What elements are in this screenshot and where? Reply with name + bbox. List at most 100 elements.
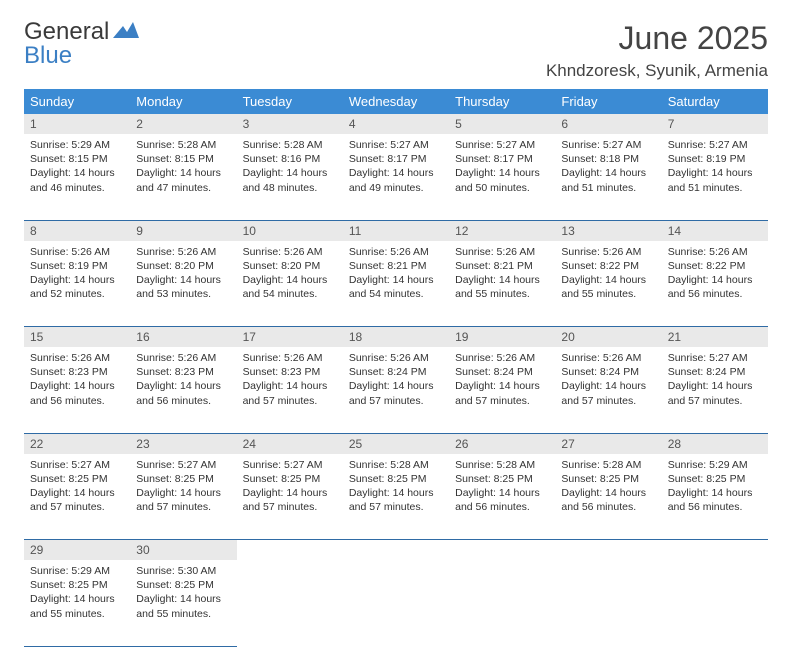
day-number-cell: 20 [555, 327, 661, 348]
day-content: Sunrise: 5:29 AMSunset: 8:15 PMDaylight:… [24, 134, 130, 201]
day-content: Sunrise: 5:27 AMSunset: 8:24 PMDaylight:… [662, 347, 768, 414]
location: Khndzoresk, Syunik, Armenia [546, 61, 768, 81]
day-number-cell: 7 [662, 114, 768, 134]
day-number-cell: 17 [237, 327, 343, 348]
day-number-cell: 9 [130, 220, 236, 241]
day-cell: Sunrise: 5:27 AMSunset: 8:17 PMDaylight:… [343, 134, 449, 220]
day-cell: Sunrise: 5:26 AMSunset: 8:21 PMDaylight:… [449, 241, 555, 327]
day-number-row: 1234567 [24, 114, 768, 134]
day-number-row: 22232425262728 [24, 433, 768, 454]
day-number-cell [343, 540, 449, 561]
day-number-row: 891011121314 [24, 220, 768, 241]
day-number-cell: 3 [237, 114, 343, 134]
logo: General Blue [24, 20, 139, 68]
day-cell: Sunrise: 5:26 AMSunset: 8:24 PMDaylight:… [555, 347, 661, 433]
day-content: Sunrise: 5:27 AMSunset: 8:17 PMDaylight:… [343, 134, 449, 201]
day-content-row: Sunrise: 5:26 AMSunset: 8:23 PMDaylight:… [24, 347, 768, 433]
day-number-cell: 25 [343, 433, 449, 454]
day-content: Sunrise: 5:26 AMSunset: 8:21 PMDaylight:… [343, 241, 449, 308]
weekday-header: Tuesday [237, 89, 343, 114]
day-cell: Sunrise: 5:26 AMSunset: 8:24 PMDaylight:… [449, 347, 555, 433]
day-content: Sunrise: 5:28 AMSunset: 8:25 PMDaylight:… [555, 454, 661, 521]
day-cell [343, 560, 449, 646]
day-number-cell: 4 [343, 114, 449, 134]
logo-text: General Blue [24, 20, 109, 68]
day-number-cell: 21 [662, 327, 768, 348]
day-cell: Sunrise: 5:29 AMSunset: 8:25 PMDaylight:… [662, 454, 768, 540]
weekday-header: Monday [130, 89, 236, 114]
day-content: Sunrise: 5:27 AMSunset: 8:19 PMDaylight:… [662, 134, 768, 201]
day-cell [662, 560, 768, 646]
day-number-row: 15161718192021 [24, 327, 768, 348]
calendar-body: 1234567Sunrise: 5:29 AMSunset: 8:15 PMDa… [24, 114, 768, 646]
day-number-cell: 14 [662, 220, 768, 241]
day-cell: Sunrise: 5:26 AMSunset: 8:23 PMDaylight:… [130, 347, 236, 433]
day-content: Sunrise: 5:26 AMSunset: 8:20 PMDaylight:… [237, 241, 343, 308]
day-cell: Sunrise: 5:27 AMSunset: 8:24 PMDaylight:… [662, 347, 768, 433]
day-cell: Sunrise: 5:27 AMSunset: 8:25 PMDaylight:… [130, 454, 236, 540]
day-content: Sunrise: 5:27 AMSunset: 8:25 PMDaylight:… [130, 454, 236, 521]
logo-mark-icon [113, 22, 139, 40]
day-number-cell: 5 [449, 114, 555, 134]
weekday-header: Wednesday [343, 89, 449, 114]
day-cell: Sunrise: 5:26 AMSunset: 8:20 PMDaylight:… [237, 241, 343, 327]
title-block: June 2025 Khndzoresk, Syunik, Armenia [546, 20, 768, 81]
day-content: Sunrise: 5:26 AMSunset: 8:24 PMDaylight:… [555, 347, 661, 414]
day-cell: Sunrise: 5:29 AMSunset: 8:15 PMDaylight:… [24, 134, 130, 220]
day-content-row: Sunrise: 5:29 AMSunset: 8:25 PMDaylight:… [24, 560, 768, 646]
day-content: Sunrise: 5:26 AMSunset: 8:22 PMDaylight:… [662, 241, 768, 308]
day-content: Sunrise: 5:27 AMSunset: 8:25 PMDaylight:… [237, 454, 343, 521]
day-content: Sunrise: 5:27 AMSunset: 8:18 PMDaylight:… [555, 134, 661, 201]
day-cell: Sunrise: 5:28 AMSunset: 8:25 PMDaylight:… [343, 454, 449, 540]
day-number-cell [555, 540, 661, 561]
day-cell: Sunrise: 5:29 AMSunset: 8:25 PMDaylight:… [24, 560, 130, 646]
day-content: Sunrise: 5:27 AMSunset: 8:25 PMDaylight:… [24, 454, 130, 521]
day-content: Sunrise: 5:29 AMSunset: 8:25 PMDaylight:… [24, 560, 130, 627]
day-number-cell: 10 [237, 220, 343, 241]
day-cell: Sunrise: 5:27 AMSunset: 8:18 PMDaylight:… [555, 134, 661, 220]
day-number-cell: 26 [449, 433, 555, 454]
day-content-row: Sunrise: 5:29 AMSunset: 8:15 PMDaylight:… [24, 134, 768, 220]
day-cell: Sunrise: 5:26 AMSunset: 8:24 PMDaylight:… [343, 347, 449, 433]
day-content: Sunrise: 5:28 AMSunset: 8:15 PMDaylight:… [130, 134, 236, 201]
day-content: Sunrise: 5:26 AMSunset: 8:24 PMDaylight:… [449, 347, 555, 414]
day-cell: Sunrise: 5:26 AMSunset: 8:23 PMDaylight:… [237, 347, 343, 433]
day-content: Sunrise: 5:26 AMSunset: 8:19 PMDaylight:… [24, 241, 130, 308]
day-number-cell: 19 [449, 327, 555, 348]
day-number-cell: 12 [449, 220, 555, 241]
day-cell: Sunrise: 5:26 AMSunset: 8:21 PMDaylight:… [343, 241, 449, 327]
day-number-cell: 18 [343, 327, 449, 348]
day-cell [449, 560, 555, 646]
day-content: Sunrise: 5:26 AMSunset: 8:20 PMDaylight:… [130, 241, 236, 308]
day-cell: Sunrise: 5:26 AMSunset: 8:23 PMDaylight:… [24, 347, 130, 433]
day-cell: Sunrise: 5:26 AMSunset: 8:22 PMDaylight:… [662, 241, 768, 327]
day-number-cell: 29 [24, 540, 130, 561]
weekday-header-row: SundayMondayTuesdayWednesdayThursdayFrid… [24, 89, 768, 114]
day-cell: Sunrise: 5:27 AMSunset: 8:17 PMDaylight:… [449, 134, 555, 220]
day-cell: Sunrise: 5:27 AMSunset: 8:25 PMDaylight:… [237, 454, 343, 540]
day-number-cell: 2 [130, 114, 236, 134]
day-content: Sunrise: 5:28 AMSunset: 8:25 PMDaylight:… [343, 454, 449, 521]
logo-word2: Blue [24, 42, 72, 69]
day-number-cell [449, 540, 555, 561]
day-number-cell: 15 [24, 327, 130, 348]
day-content: Sunrise: 5:28 AMSunset: 8:16 PMDaylight:… [237, 134, 343, 201]
day-cell: Sunrise: 5:28 AMSunset: 8:25 PMDaylight:… [449, 454, 555, 540]
weekday-header: Saturday [662, 89, 768, 114]
day-cell [237, 560, 343, 646]
day-number-cell: 28 [662, 433, 768, 454]
day-number-cell [662, 540, 768, 561]
weekday-header: Friday [555, 89, 661, 114]
day-cell: Sunrise: 5:27 AMSunset: 8:19 PMDaylight:… [662, 134, 768, 220]
day-cell: Sunrise: 5:28 AMSunset: 8:16 PMDaylight:… [237, 134, 343, 220]
day-cell: Sunrise: 5:26 AMSunset: 8:22 PMDaylight:… [555, 241, 661, 327]
month-title: June 2025 [546, 20, 768, 57]
header: General Blue June 2025 Khndzoresk, Syuni… [24, 20, 768, 81]
day-content: Sunrise: 5:30 AMSunset: 8:25 PMDaylight:… [130, 560, 236, 627]
day-content: Sunrise: 5:26 AMSunset: 8:24 PMDaylight:… [343, 347, 449, 414]
day-cell: Sunrise: 5:28 AMSunset: 8:25 PMDaylight:… [555, 454, 661, 540]
day-cell [555, 560, 661, 646]
day-content-row: Sunrise: 5:26 AMSunset: 8:19 PMDaylight:… [24, 241, 768, 327]
calendar-table: SundayMondayTuesdayWednesdayThursdayFrid… [24, 89, 768, 647]
logo-word1: General [24, 18, 109, 45]
